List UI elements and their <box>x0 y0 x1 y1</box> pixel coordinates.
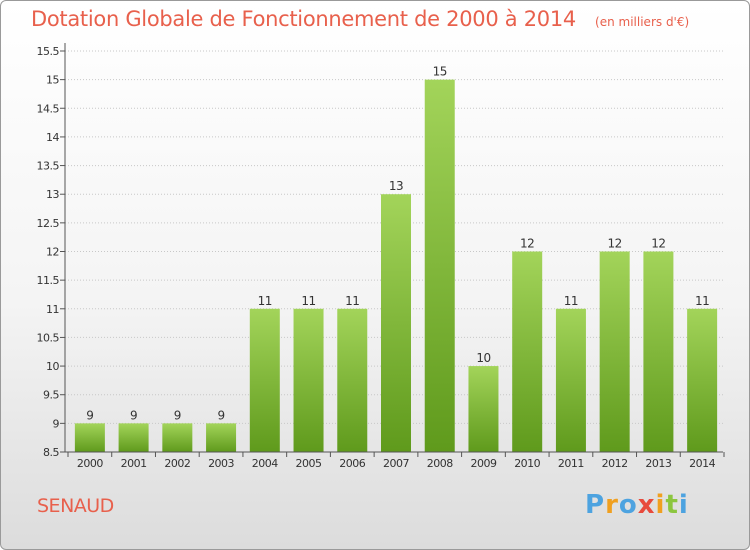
bar <box>643 251 674 452</box>
x-tick-label: 2002 <box>164 457 190 470</box>
data-label: 11 <box>345 294 359 308</box>
bar <box>424 79 455 453</box>
x-tick-label: 2008 <box>427 457 453 470</box>
logo-letter: i <box>655 490 666 520</box>
data-label: 12 <box>520 237 534 251</box>
bar <box>74 423 105 452</box>
x-tick-label: 2010 <box>514 457 540 470</box>
x-tick-label: 2009 <box>470 457 496 470</box>
y-tick-label: 8.5 <box>43 446 59 459</box>
data-label: 11 <box>258 294 272 308</box>
data-label: 12 <box>651 237 665 251</box>
bar <box>687 308 718 452</box>
y-tick-label: 15.5 <box>37 45 60 58</box>
bar <box>249 308 280 452</box>
data-label: 9 <box>130 408 137 422</box>
data-label: 11 <box>564 294 578 308</box>
y-tick-label: 11.5 <box>37 274 60 287</box>
y-tick-label: 11 <box>46 303 59 316</box>
y-tick-label: 9.5 <box>43 389 59 402</box>
y-tick-label: 9 <box>53 417 60 430</box>
logo-letter: x <box>637 490 656 520</box>
data-label: 9 <box>174 408 181 422</box>
bar <box>293 308 324 452</box>
logo-letter: r <box>605 490 619 520</box>
x-tick-label: 2000 <box>77 457 103 470</box>
data-label: 15 <box>433 65 447 79</box>
data-label: 13 <box>389 179 403 193</box>
data-label: 11 <box>695 294 709 308</box>
chart-unit: (en milliers d'€) <box>595 15 690 29</box>
x-tick-label: 2007 <box>383 457 409 470</box>
x-tick-label: 2011 <box>558 457 584 470</box>
logo-letter: o <box>618 490 638 520</box>
logo-letter: P <box>585 490 606 520</box>
bar <box>468 366 499 452</box>
logo-letter: i <box>678 490 689 520</box>
bar <box>162 423 193 452</box>
x-tick-label: 2012 <box>602 457 628 470</box>
y-tick-label: 14.5 <box>37 102 60 115</box>
bar <box>337 308 368 452</box>
x-tick-label: 2014 <box>689 457 715 470</box>
x-tick-label: 2013 <box>645 457 671 470</box>
y-tick-label: 13.5 <box>37 160 60 173</box>
data-label: 9 <box>217 408 224 422</box>
commune-name: SENAUD <box>37 495 114 517</box>
x-tick-label: 2001 <box>121 457 147 470</box>
data-label: 9 <box>86 408 93 422</box>
data-label: 11 <box>301 294 315 308</box>
y-tick-label: 12.5 <box>37 217 60 230</box>
x-tick-label: 2003 <box>208 457 234 470</box>
y-tick-label: 10.5 <box>37 331 60 344</box>
y-tick-label: 10 <box>46 360 59 373</box>
bar <box>555 308 586 452</box>
bar <box>118 423 149 452</box>
y-tick-label: 13 <box>46 188 59 201</box>
y-tick-label: 14 <box>46 131 59 144</box>
x-tick-label: 2004 <box>252 457 278 470</box>
x-tick-label: 2005 <box>296 457 322 470</box>
chart-title-row: Dotation Globale de Fonctionnement de 20… <box>31 7 689 31</box>
logo-letter: t <box>665 490 679 520</box>
proxiti-logo: Proxiti <box>585 490 689 520</box>
chart-title: Dotation Globale de Fonctionnement de 20… <box>31 7 576 31</box>
y-tick-label: 12 <box>46 246 59 259</box>
y-tick-label: 15 <box>46 74 59 87</box>
data-label: 12 <box>608 237 622 251</box>
bar <box>381 194 411 452</box>
data-label: 10 <box>476 351 490 365</box>
bar <box>512 251 543 452</box>
bar <box>599 251 630 452</box>
bar <box>206 423 237 452</box>
x-tick-label: 2006 <box>339 457 365 470</box>
